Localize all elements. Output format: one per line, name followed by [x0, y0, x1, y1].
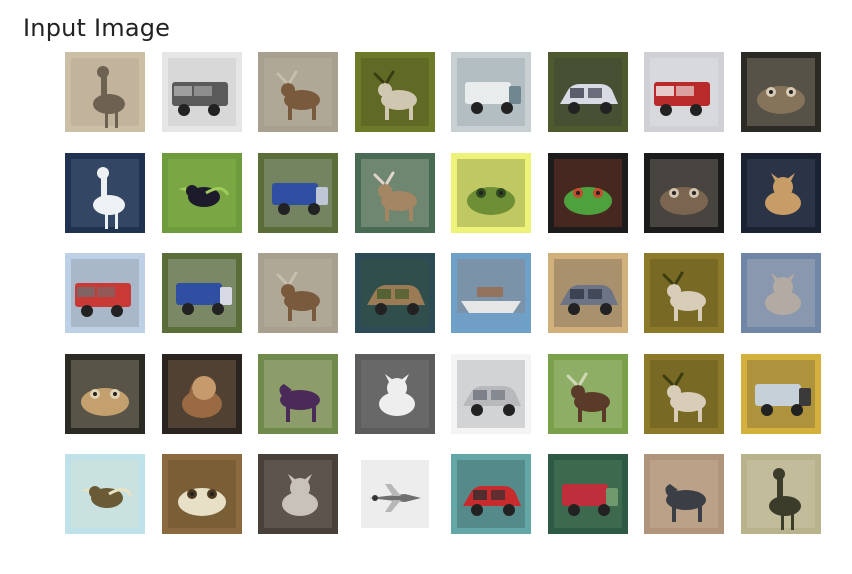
deer-icon [258, 253, 338, 333]
image-thumbnail [258, 152, 338, 233]
image-thumbnail [451, 353, 531, 434]
cat-icon [258, 454, 338, 534]
horse-icon [644, 454, 724, 534]
image-thumbnail [740, 52, 821, 132]
image-thumbnail [65, 152, 145, 233]
ship-icon [451, 253, 531, 333]
fire-truck-icon [644, 52, 724, 132]
frog-icon [644, 152, 724, 233]
ostrich-icon [65, 152, 145, 233]
image-thumbnail [644, 353, 724, 434]
image-thumbnail [65, 52, 145, 132]
image-thumbnail [547, 52, 628, 132]
horse-icon [258, 353, 338, 434]
image-thumbnail [354, 152, 435, 233]
car-icon [451, 454, 531, 534]
image-thumbnail [740, 454, 821, 534]
bird-icon [161, 152, 242, 233]
image-thumbnail [354, 454, 435, 534]
truck-icon [258, 152, 338, 233]
image-thumbnail [161, 353, 242, 434]
deer-icon [354, 52, 435, 132]
image-thumbnail [258, 253, 338, 333]
cat-icon [354, 353, 435, 434]
deer-icon [644, 353, 724, 434]
deer-icon [354, 152, 435, 233]
frog-icon [65, 353, 145, 434]
truck-icon [451, 52, 531, 132]
fire-truck-icon [65, 253, 145, 333]
image-thumbnail [547, 353, 628, 434]
car-icon [547, 253, 628, 333]
image-thumbnail [740, 253, 821, 333]
image-thumbnail [161, 152, 242, 233]
image-thumbnail [740, 152, 821, 233]
figure-title: Input Image [23, 14, 171, 42]
deer-icon [547, 353, 628, 434]
fire-truck-icon [161, 52, 242, 132]
image-thumbnail [258, 353, 338, 434]
image-thumbnail [740, 353, 821, 434]
deer-icon [258, 52, 338, 132]
frog-icon [740, 52, 821, 132]
image-thumbnail [451, 152, 531, 233]
cat-icon [740, 253, 821, 333]
image-thumbnail [451, 253, 531, 333]
airplane-icon [354, 454, 435, 534]
image-thumbnail [644, 52, 724, 132]
truck-icon [547, 454, 628, 534]
cat-icon [740, 152, 821, 233]
image-thumbnail [258, 454, 338, 534]
bird-icon [65, 454, 145, 534]
ostrich-icon [65, 52, 145, 132]
car-icon [451, 353, 531, 434]
image-thumbnail [547, 152, 628, 233]
ostrich-icon [740, 454, 821, 534]
image-thumbnail [547, 253, 628, 333]
image-thumbnail [65, 454, 145, 534]
image-thumbnail [161, 454, 242, 534]
image-thumbnail [258, 52, 338, 132]
frog-icon [161, 454, 242, 534]
image-thumbnail [65, 253, 145, 333]
image-thumbnail [161, 52, 242, 132]
image-thumbnail [644, 454, 724, 534]
image-thumbnail [644, 253, 724, 333]
frog-icon [451, 152, 531, 233]
image-thumbnail [354, 52, 435, 132]
frog-icon [547, 152, 628, 233]
image-thumbnail [451, 454, 531, 534]
car-icon [354, 253, 435, 333]
car-icon [547, 52, 628, 132]
image-thumbnail [547, 454, 628, 534]
image-thumbnail [161, 253, 242, 333]
image-thumbnail [354, 253, 435, 333]
image-thumbnail [65, 353, 145, 434]
truck-icon [740, 353, 821, 434]
image-thumbnail [354, 353, 435, 434]
dog-icon [161, 353, 242, 434]
truck-icon [161, 253, 242, 333]
image-thumbnail [644, 152, 724, 233]
image-thumbnail [451, 52, 531, 132]
deer-icon [644, 253, 724, 333]
